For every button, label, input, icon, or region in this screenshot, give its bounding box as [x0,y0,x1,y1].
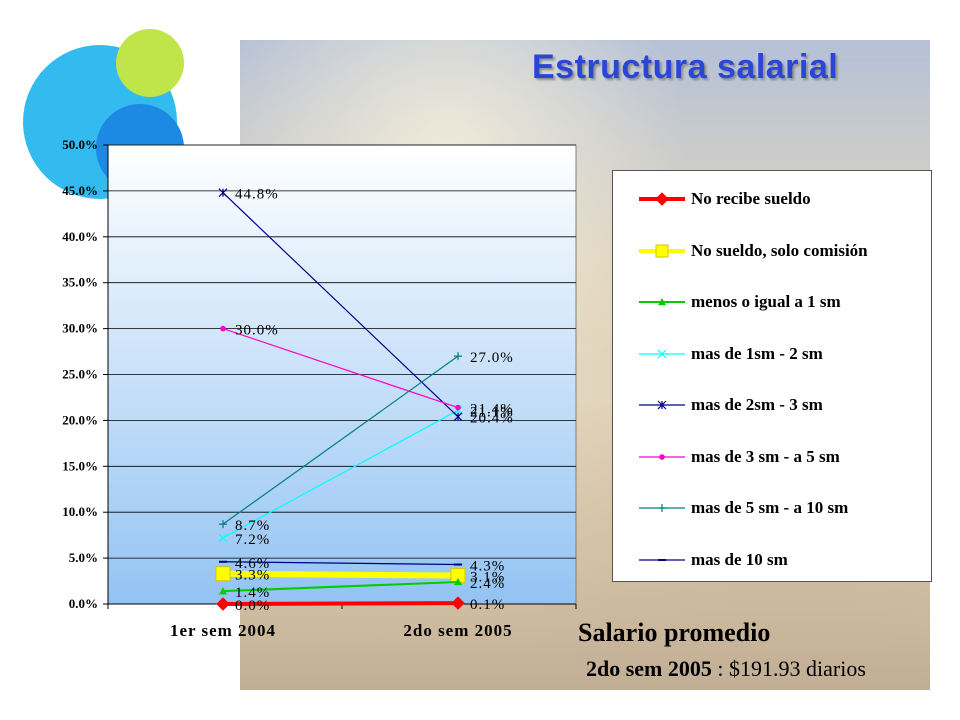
data-label: 27.0% [470,350,514,366]
legend-label: No sueldo, solo comisión [691,240,868,260]
y-tick-label: 45.0% [62,183,98,198]
data-label: 0.0% [235,598,270,614]
x-tick-label: 1er sem 2004 [170,621,276,640]
data-label: 21.1% [470,404,514,420]
data-label: 20.4% [470,411,514,427]
legend-marker [655,192,669,206]
legend-swatch [639,349,685,358]
salary-separator: : [711,656,730,681]
legend-marker [657,349,667,358]
lime-circle [116,29,184,97]
data-label: 2.4% [470,576,505,592]
legend-marker [657,400,667,410]
data-label: 30.0% [235,323,279,339]
legend-label: mas de 10 sm [691,549,788,569]
data-point [218,533,228,543]
data-label: 7.2% [235,532,270,548]
series-line [222,409,459,539]
legend-marker [659,453,665,460]
series-line [222,192,459,418]
legend-label: No recibe sueldo [691,189,811,208]
series-group [215,188,466,611]
y-tick-label: 20.0% [62,412,98,427]
y-tick-label: 5.0% [69,550,98,565]
data-label: 0.1% [470,597,505,613]
series-line [222,355,459,525]
legend-swatch [639,558,685,561]
x-axis: 1er sem 2004 2do sem 2005 [107,603,577,640]
y-tick-label: 35.0% [62,275,98,290]
legend-swatch [639,504,685,512]
legend-label: menos o igual a 1 sm [691,292,841,311]
series-line [222,561,459,566]
data-point [219,520,227,529]
data-point [215,566,231,582]
legend-item: mas de 5 sm - a 10 sm [613,492,931,524]
gridlines [108,144,576,605]
data-label: 8.7% [235,518,270,534]
data-label: 21.4% [470,402,514,418]
data-labels: 0.0% 0.1% 3.3% 3.1% 1.4% 2.4% 7.2% 21.1% 44.8% 20… [235,187,514,614]
salary-heading: Salario promedio [578,618,771,647]
data-label: 1.4% [235,585,270,601]
legend-item: mas de 3 sm - a 5 sm [613,441,931,473]
page-title: Estructura salarial [532,48,839,86]
y-tick-label: 10.0% [62,504,98,519]
data-point [219,587,227,595]
legend-swatch [639,453,685,460]
legend-swatch [639,400,685,410]
data-point [454,577,462,586]
salary-amount: $191.93 diarios [729,656,866,681]
y-tick-label: 0.0% [69,596,98,611]
y-tick-label: 50.0% [62,137,98,152]
legend-label: mas de 2sm - 3 sm [691,395,823,414]
y-tick-label: 25.0% [62,367,98,382]
data-label: 3.3% [235,568,270,584]
x-tick-label: 2do sem 2005 [403,621,512,640]
data-point [216,597,230,611]
chart-legend: No recibe sueldo No sueldo, solo comisión… [612,170,932,582]
y-tick-label: 30.0% [62,321,98,336]
legend-item: mas de 1sm - 2 sm [613,338,931,370]
y-tick-label: 15.0% [62,458,98,473]
series-line [222,570,459,579]
legend-swatch [639,244,685,257]
legend-item: mas de 2sm - 3 sm [613,389,931,421]
legend-label: mas de 1sm - 2 sm [691,343,823,363]
data-label: 4.3% [470,559,505,575]
legend-item: No recibe sueldo [613,183,931,215]
series-line [222,328,459,409]
legend-item: No sueldo, solo comisión [613,235,931,267]
data-label: 3.1% [470,570,505,586]
data-point [454,352,462,361]
series-line [222,601,459,606]
legend-marker [655,244,669,257]
legend-swatch [639,298,685,306]
y-tick-label: 40.0% [62,229,98,244]
data-label: 4.6% [235,556,270,572]
data-point [220,325,226,332]
legend-marker [658,504,666,512]
legend-item: menos o igual a 1 sm [613,286,931,318]
legend-label: mas de 3 sm - a 5 sm [691,446,840,466]
salary-line: 2do sem 2005 : $191.93 diarios [586,656,866,682]
data-point [455,404,461,411]
legend-swatch [639,192,685,206]
legend-label: mas de 5 sm - a 10 sm [691,498,849,517]
salary-period: 2do sem 2005 [586,656,712,681]
data-label: 44.8% [235,187,279,203]
series-line [222,580,459,593]
data-point [453,412,463,422]
legend-item: mas de 10 sm [613,544,931,576]
y-axis: 0.0% 5.0% 10.0% 15.0% 20.0% 25.0% 30.0% 35.0% 40… [62,137,109,611]
data-point [451,596,465,610]
legend-marker [658,298,666,306]
data-point [218,188,228,198]
